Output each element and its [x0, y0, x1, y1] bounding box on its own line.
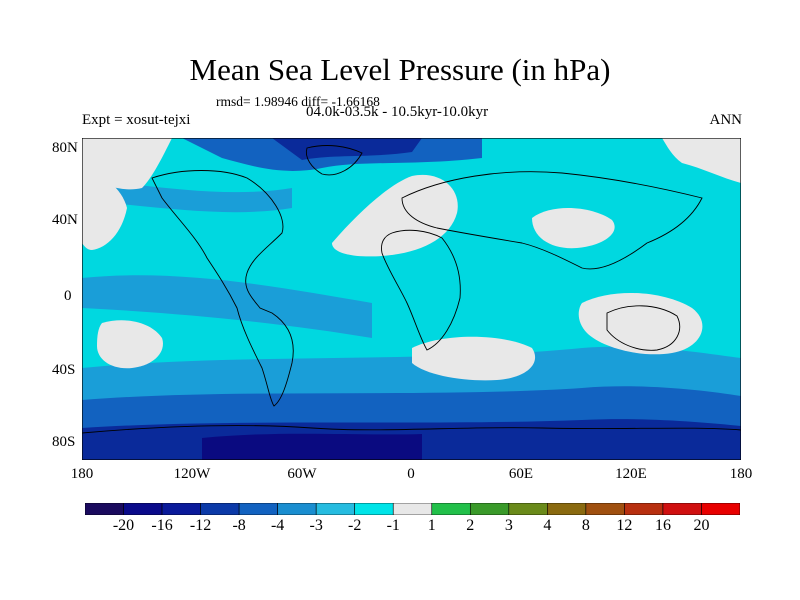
lon-label-120e: 120E	[615, 466, 647, 482]
colorbar-label-8: 1	[427, 517, 436, 534]
neutral-south-pacific	[97, 320, 163, 369]
colorbar-box-16	[701, 503, 740, 515]
stats-text: rmsd= 1.98946 diff= -1.66168	[216, 94, 380, 109]
colorbar-box-1	[123, 503, 163, 515]
lon-label-180e: 180	[729, 466, 753, 482]
colorbar-box-0	[85, 503, 124, 515]
neutral-asia	[532, 208, 615, 249]
lat-label-80n: 80N	[52, 140, 78, 156]
colorbar-label-5: -3	[309, 517, 323, 534]
colorbar-box-6	[315, 503, 356, 515]
lon-label-60e: 60E	[508, 466, 534, 482]
colorbar	[85, 503, 740, 515]
antarctic-darkest	[202, 433, 422, 460]
colorbar-label-7: -1	[386, 517, 400, 534]
pressure-map	[82, 138, 741, 460]
colorbar-box-10	[469, 503, 510, 515]
colorbar-box-9	[431, 503, 471, 515]
coastlines	[82, 145, 741, 434]
colorbar-box-14	[624, 503, 664, 515]
colorbar-label-13: 12	[616, 517, 633, 534]
colorbar-box-3	[200, 503, 240, 515]
colorbar-box-5	[277, 503, 317, 515]
colorbar-label-10: 3	[504, 517, 513, 534]
lon-label-180w: 180	[70, 466, 94, 482]
colorbar-label-9: 2	[466, 517, 475, 534]
australia-outline	[606, 305, 681, 351]
colorbar-box-11	[508, 503, 548, 515]
lon-label-120w: 120W	[173, 466, 211, 482]
neutral-south-atlantic	[412, 336, 536, 381]
colorbar-label-4: -4	[270, 517, 285, 534]
tropical-band-pacific	[82, 275, 372, 338]
colorbar-label-14: 16	[654, 517, 671, 534]
arctic-dark	[272, 138, 422, 160]
neutral-arctic-east	[662, 138, 741, 183]
africa-outline	[381, 229, 461, 351]
greenland-outline	[305, 145, 363, 176]
colorbar-box-7	[354, 503, 394, 515]
colorbar-box-8	[392, 503, 433, 515]
antarctica-outline	[82, 425, 741, 434]
eurasia-outline	[401, 171, 703, 270]
neutral-north-atlantic	[332, 174, 458, 257]
colorbar-label-12: 8	[581, 517, 590, 534]
neutral-north-pacific-west	[82, 168, 127, 250]
colorbar-box-4	[238, 503, 278, 515]
neutral-australia	[578, 292, 703, 355]
americas-outline	[151, 170, 294, 407]
lon-label-0: 0	[407, 466, 415, 482]
colorbar-label-6: -2	[348, 517, 362, 534]
lat-label-0: 0	[64, 288, 72, 304]
colorbar-box-15	[662, 503, 702, 515]
colorbar-box-13	[585, 503, 625, 515]
neutral-arctic-west	[82, 138, 172, 190]
lat-label-80s: 80S	[52, 434, 76, 450]
lon-label-60w: 60W	[287, 466, 317, 482]
experiment-label: Expt = xosut-tejxi	[82, 112, 191, 128]
colorbar-label-15: 20	[693, 517, 710, 534]
season-label: ANN	[709, 112, 743, 128]
colorbar-label-2: -12	[189, 517, 212, 534]
chart-title: Mean Sea Level Pressure (in hPa)	[189, 52, 611, 87]
lat-label-40n: 40N	[52, 212, 78, 228]
colorbar-label-0: -20	[112, 517, 135, 534]
colorbar-label-3: -8	[232, 517, 246, 534]
colorbar-label-11: 4	[543, 517, 552, 534]
colorbar-box-12	[547, 503, 587, 515]
colorbar-box-2	[161, 503, 201, 515]
colorbar-label-1: -16	[151, 517, 173, 534]
lat-label-40s: 40S	[52, 362, 76, 378]
period-text: 04.0k-03.5k - 10.5kyr-10.0kyr	[306, 104, 489, 120]
